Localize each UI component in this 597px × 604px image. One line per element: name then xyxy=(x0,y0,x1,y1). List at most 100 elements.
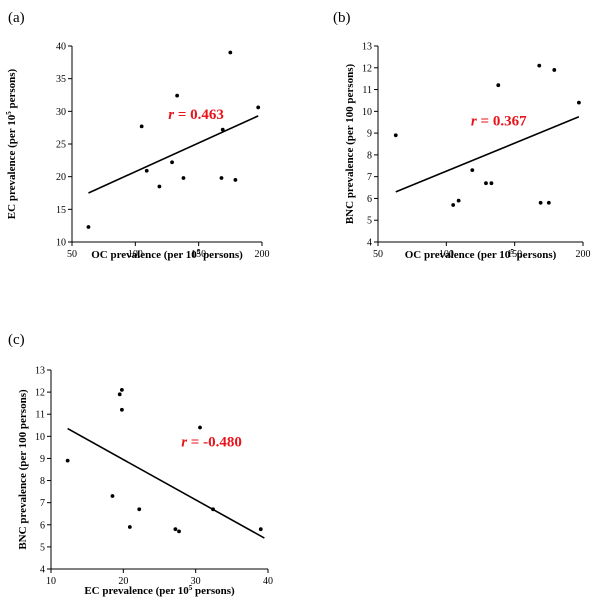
y-tick-label: 12 xyxy=(35,388,45,399)
data-point xyxy=(119,407,124,412)
x-tick-label: 150 xyxy=(507,249,522,260)
x-tick-label: 200 xyxy=(255,249,270,260)
y-tick-label: 11 xyxy=(362,85,372,96)
correlation-symbol: r xyxy=(168,107,174,123)
trend-line xyxy=(67,427,265,539)
x-tick-label: 30 xyxy=(191,576,201,587)
data-point xyxy=(181,176,186,180)
y-tick-label: 13 xyxy=(362,42,372,53)
x-tick-label: 200 xyxy=(576,249,591,260)
trend-line xyxy=(88,115,259,194)
y-tick-label: 13 xyxy=(35,366,45,377)
data-point xyxy=(484,181,488,186)
y-axis-label: BNC prevalence (per 100 persons) xyxy=(344,64,356,225)
correlation-value: = 0.367 xyxy=(477,113,527,129)
x-axis-label-text: persons) xyxy=(200,249,243,261)
data-point xyxy=(220,127,225,132)
y-axis-label-text: BNC prevalence (per 100 persons) xyxy=(344,64,356,225)
data-point xyxy=(538,200,543,205)
data-point xyxy=(537,63,542,68)
y-tick-label: 6 xyxy=(367,194,372,205)
y-tick-label: 20 xyxy=(56,172,66,183)
correlation-value: = 0.463 xyxy=(174,107,224,123)
data-point xyxy=(552,68,557,72)
y-axis-label-sup: 5 xyxy=(5,111,13,115)
y-tick-label: 5 xyxy=(40,542,45,553)
x-axis-label-text: OC prevalence (per 10 xyxy=(91,249,197,261)
y-tick-label: 6 xyxy=(40,520,45,531)
correlation-value: = -0.480 xyxy=(187,434,242,450)
data-point xyxy=(456,198,461,203)
y-axis-label: BNC prevalence (per 100 persons) xyxy=(17,389,29,550)
data-point xyxy=(86,225,91,229)
x-axis-label-sup: 5 xyxy=(189,584,193,592)
y-tick-label: 5 xyxy=(367,216,372,227)
data-point xyxy=(233,178,238,182)
data-point xyxy=(177,529,181,534)
y-axis-label: EC prevalence (per 105 persons) xyxy=(5,68,18,219)
data-point xyxy=(198,425,202,430)
y-axis-label-text: persons) xyxy=(6,68,18,111)
data-point xyxy=(258,527,263,532)
y-tick-label: 4 xyxy=(367,238,372,249)
y-tick-label: 15 xyxy=(56,205,66,216)
data-point xyxy=(489,181,494,186)
x-axis-label-text: EC prevalence (per 10 xyxy=(84,585,189,597)
x-axis-label-sup: 5 xyxy=(197,248,201,256)
data-point xyxy=(65,458,70,463)
y-tick-label: 7 xyxy=(367,172,372,183)
data-point xyxy=(451,203,456,207)
x-tick-label: 40 xyxy=(263,576,273,587)
scatter-panel-3: (c) 10 20 30 40 4 5 6 7 8 9 10 11 12 13 EC prevalence (… xyxy=(8,332,273,597)
x-tick-label: 20 xyxy=(118,576,128,587)
x-tick-label: 150 xyxy=(191,249,206,260)
data-point xyxy=(127,525,132,529)
x-axis-label-text: persons) xyxy=(514,249,557,261)
x-tick-label: 50 xyxy=(67,249,77,260)
data-point xyxy=(110,494,115,498)
correlation-annotation: r = 0.367 xyxy=(471,113,527,129)
x-tick-label: 10 xyxy=(46,576,56,587)
y-tick-label: 35 xyxy=(56,74,66,85)
scatter-panel-1: (a) 50 100 150 200 10 15 20 25 30 35 40 OC prevalenc… xyxy=(5,10,270,261)
panel-letter: (b) xyxy=(333,10,351,26)
data-point xyxy=(577,100,581,105)
correlation-symbol: r xyxy=(181,434,187,450)
data-point xyxy=(496,83,501,88)
data-point xyxy=(546,200,551,205)
y-tick-label: 7 xyxy=(40,498,45,509)
y-tick-label: 9 xyxy=(40,454,45,465)
x-tick-label: 100 xyxy=(128,249,143,260)
y-tick-label: 40 xyxy=(56,42,66,53)
data-point xyxy=(173,527,178,532)
x-axis-label: EC prevalence (per 105 persons) xyxy=(84,584,235,597)
data-point xyxy=(170,160,174,165)
y-tick-label: 10 xyxy=(56,238,66,249)
data-point xyxy=(144,168,149,173)
y-tick-label: 30 xyxy=(56,107,66,118)
data-point xyxy=(119,388,124,392)
x-axis-label-sup: 5 xyxy=(510,248,514,256)
data-point xyxy=(139,124,144,129)
y-tick-label: 10 xyxy=(362,107,372,118)
y-tick-label: 10 xyxy=(35,432,45,443)
panel-letter: (c) xyxy=(8,332,25,348)
correlation-annotation: r = 0.463 xyxy=(168,107,224,123)
data-point xyxy=(228,50,233,55)
data-point xyxy=(175,93,180,98)
y-tick-label: 9 xyxy=(367,129,372,140)
scatter-panel-2: (b) 50 100 150 200 4 5 6 7 8 9 10 11 12 13 OC prevalenc… xyxy=(333,10,591,261)
x-tick-label: 100 xyxy=(439,249,454,260)
y-tick-label: 8 xyxy=(367,150,372,161)
data-point xyxy=(256,105,261,110)
data-point xyxy=(117,392,122,397)
y-axis-label-text: BNC prevalence (per 100 persons) xyxy=(17,389,29,550)
x-axis-label-text: OC prevalence (per 10 xyxy=(405,249,511,261)
data-point xyxy=(219,176,224,180)
trend-line xyxy=(395,116,580,193)
y-tick-label: 11 xyxy=(35,410,45,421)
correlation-symbol: r xyxy=(471,113,477,129)
x-axis-label-text: persons) xyxy=(192,585,235,597)
correlation-annotation: r = -0.480 xyxy=(181,434,242,450)
